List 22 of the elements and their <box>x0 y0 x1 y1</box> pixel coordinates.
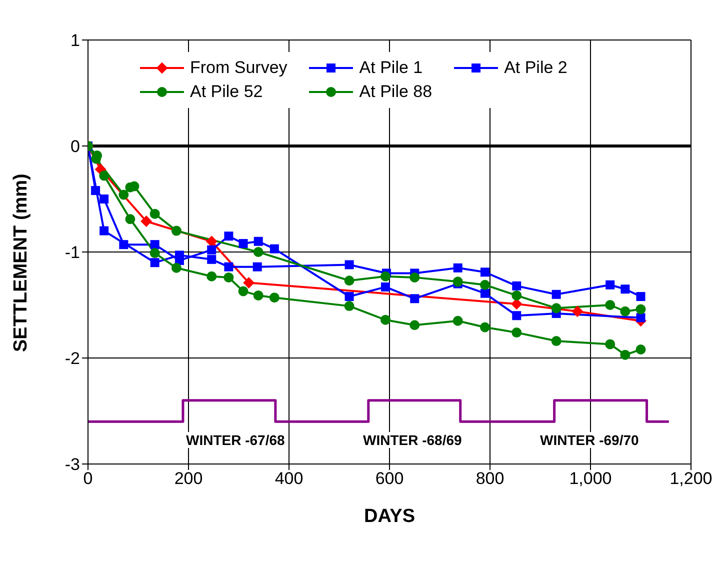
x-tick-label: 600 <box>375 469 404 488</box>
x-tick-label: 200 <box>174 469 203 488</box>
y-tick-label: -2 <box>64 349 80 368</box>
legend-label: At Pile 52 <box>190 82 263 102</box>
annotation: WINTER -69/70 <box>538 432 641 448</box>
y-axis-title: SETTLEMENT (mm) <box>10 174 32 352</box>
x-tick-label: 1,000 <box>569 469 612 488</box>
x-tick-label: 800 <box>476 469 504 488</box>
x-tick-label: 1,200 <box>670 469 712 488</box>
legend-label: At Pile 88 <box>359 82 432 102</box>
legend-label: From Survey <box>190 58 288 78</box>
annotation: WINTER -67/68 <box>184 432 287 448</box>
y-tick-label: -1 <box>64 243 80 262</box>
y-tick-label: -3 <box>64 455 80 474</box>
x-axis-title: DAYS <box>364 506 416 527</box>
legend-label: At Pile 1 <box>359 58 423 78</box>
y-tick-label: 0 <box>70 137 80 156</box>
annotation: WINTER -68/69 <box>361 432 464 448</box>
legend-label: At Pile 2 <box>504 58 568 78</box>
x-tick-label: 400 <box>274 469 304 488</box>
x-tick-label: 0 <box>83 469 93 488</box>
y-tick-label: 1 <box>70 31 80 50</box>
